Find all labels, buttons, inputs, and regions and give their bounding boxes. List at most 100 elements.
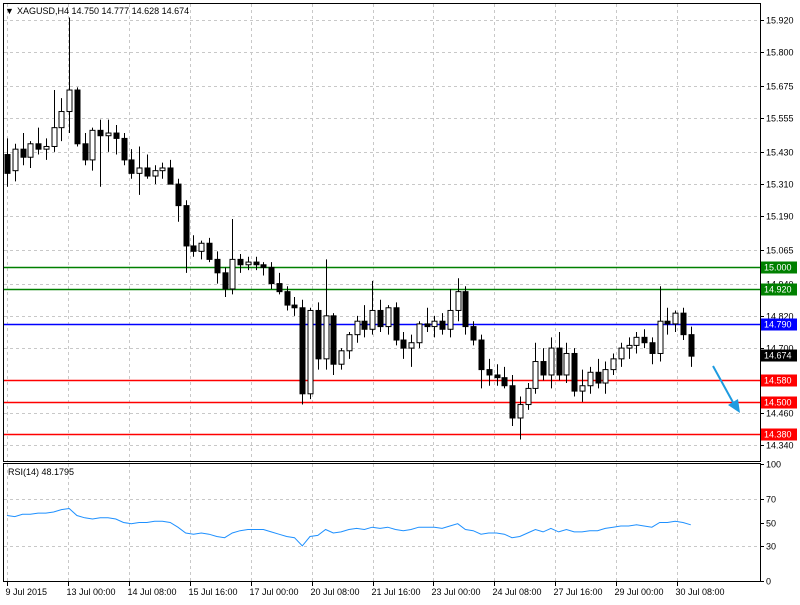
candle [610, 353, 617, 375]
candle-body-bear [253, 261, 260, 266]
symbol-header-text: XAGUSD,H4 14.750 14.777 14.628 14.674 [17, 6, 189, 16]
candle [439, 313, 446, 335]
candle-body-bull [66, 89, 73, 113]
candle-body-bull [58, 111, 65, 129]
candle [486, 358, 493, 386]
candle-body-bear [641, 336, 648, 344]
rsi-grid [4, 464, 760, 581]
level-tag-label: 14.920 [764, 285, 792, 295]
candle-body-bear [183, 205, 190, 247]
candle-body-bear [121, 137, 128, 161]
candle-body-bear [330, 315, 337, 365]
level-tag-label: 14.380 [764, 430, 792, 440]
candle [447, 288, 454, 338]
candle [595, 358, 602, 389]
candle-body-bull [43, 145, 50, 150]
candle [315, 302, 322, 370]
candle-body-bull [369, 309, 376, 330]
candle-body-bull [136, 167, 143, 174]
last-price-label: 14.674 [764, 351, 792, 361]
candle [152, 165, 159, 185]
candle-body-bear [128, 159, 135, 174]
rsi-pane-frame [3, 463, 761, 582]
price-tick-label: 14.820 [766, 312, 794, 322]
level-tag-label: 14.580 [764, 376, 792, 386]
candle-body-bear [35, 143, 42, 150]
candle [58, 98, 65, 142]
candle-body-bear [478, 339, 485, 371]
candle [579, 369, 586, 402]
candle [198, 240, 205, 260]
candle [66, 17, 73, 134]
candle [462, 286, 469, 335]
candle-body-bull [431, 320, 438, 328]
candle [237, 254, 244, 273]
time-tick-label: 9 Jul 2015 [6, 587, 48, 597]
rsi-tick-label: 0 [766, 577, 771, 587]
level-tag [761, 396, 797, 409]
candle [400, 331, 407, 359]
candle [416, 321, 423, 349]
candle [82, 133, 89, 166]
candle-body-bear [97, 129, 104, 137]
candle-body-bear [74, 89, 81, 145]
candle [190, 235, 197, 257]
candle-body-bull [12, 148, 19, 172]
candle-body-bear [462, 291, 469, 328]
candle-body-bull [657, 320, 664, 354]
level-lines [4, 266, 760, 436]
collapse-icon[interactable]: ▼ [5, 6, 14, 16]
candle-body-bear [82, 143, 89, 161]
candle-body-bear [190, 245, 197, 252]
time-tick-label: 15 Jul 16:00 [189, 587, 238, 597]
candle [307, 307, 314, 400]
candle [222, 267, 229, 298]
price-pane-frame [3, 3, 761, 462]
candle [35, 127, 42, 155]
candle [268, 262, 275, 289]
candle [649, 337, 656, 365]
candle [571, 348, 578, 397]
candle-body-bull [587, 371, 594, 387]
price-tick-label: 15.190 [766, 212, 794, 222]
rsi-tick-label: 50 [766, 519, 776, 529]
candle [51, 90, 58, 152]
price-tick-label: 15.800 [766, 48, 794, 58]
rsi-tick-label: 70 [766, 495, 776, 505]
level-tag [761, 318, 797, 331]
candle [175, 178, 182, 222]
candle [470, 321, 477, 346]
time-axis: 9 Jul 2015 13 Jul 00:00 14 Jul 08:00 15 Jul… [6, 582, 725, 597]
candle-body-bull [354, 320, 361, 336]
level-tag-label: 14.790 [764, 320, 792, 330]
candle-body-bear [688, 334, 695, 357]
price-tick-label: 15.310 [766, 180, 794, 190]
candle [688, 326, 695, 367]
candle-body-bear [144, 167, 151, 177]
candle-body-bear [664, 320, 671, 325]
candle-body-bear [680, 312, 687, 336]
candle-body-bear [214, 258, 221, 274]
time-tick-label: 27 Jul 16:00 [554, 587, 603, 597]
price-tick-label: 14.700 [766, 344, 794, 354]
candle [517, 396, 524, 440]
candle-body-bull [105, 132, 112, 137]
candle [229, 219, 236, 295]
rsi-axis: 100 70 50 30 0 [760, 460, 781, 587]
candle [291, 297, 298, 316]
candle-body-bear [400, 339, 407, 349]
candle-body-bull [455, 291, 462, 311]
candle-body-bear [237, 258, 244, 266]
candle-body-bear [540, 361, 547, 376]
candle-body-bull [626, 344, 633, 349]
candle [455, 278, 462, 322]
price-tick-label: 14.460 [766, 409, 794, 419]
candle [548, 337, 555, 389]
candle-body-bull [51, 127, 58, 147]
candle [494, 364, 501, 386]
candle [276, 272, 283, 295]
level-tag [761, 374, 797, 387]
level-tag-label: 15.000 [764, 263, 792, 273]
candle-body-bull [563, 352, 570, 376]
candle-body-bear [167, 167, 174, 185]
